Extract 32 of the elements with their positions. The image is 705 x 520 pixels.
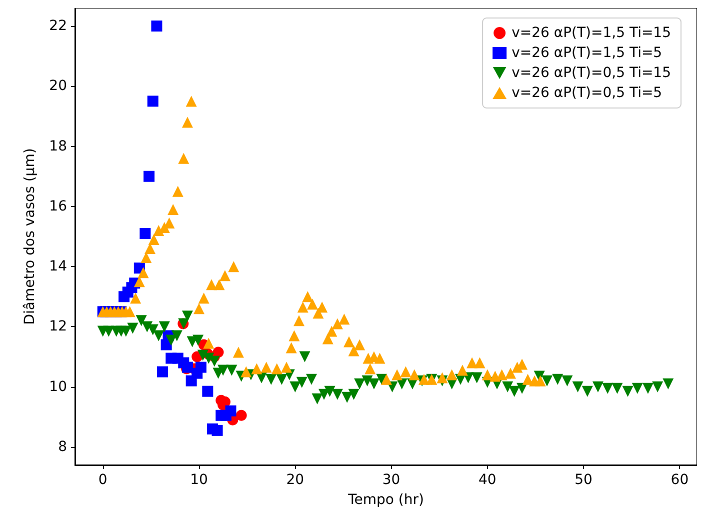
legend-label: v=26 αP(T)=1,5 Ti=15 [512, 25, 672, 41]
legend-label: v=26 αP(T)=0,5 Ti=5 [512, 85, 662, 101]
x-tick-label: 0 [98, 472, 108, 488]
point [195, 362, 206, 373]
y-tick-label: 12 [49, 318, 67, 335]
legend-label: v=26 αP(T)=1,5 Ti=5 [512, 45, 662, 61]
x-tick-label: 60 [670, 472, 689, 488]
point [212, 346, 224, 358]
x-tick-label: 30 [382, 472, 400, 488]
point [147, 96, 158, 107]
x-tick-label: 20 [286, 472, 304, 488]
point [225, 405, 236, 416]
y-tick-label: 18 [49, 138, 67, 154]
x-tick-label: 50 [574, 472, 592, 488]
y-tick-label: 10 [49, 378, 67, 395]
x-axis-title: Tempo (hr) [347, 492, 424, 508]
x-tick-label: 10 [190, 472, 208, 488]
y-tick-label: 8 [58, 438, 67, 455]
y-tick-label: 16 [49, 198, 68, 214]
y-tick-label: 20 [49, 78, 67, 94]
y-tick-label: 14 [49, 258, 68, 275]
point [202, 386, 214, 397]
y-axis-title: Diâmetro dos vasos (µm) [22, 148, 38, 325]
point [236, 410, 247, 421]
y-tick-label: 22 [49, 18, 67, 34]
point [144, 170, 155, 182]
point [151, 20, 162, 32]
point [156, 366, 168, 378]
x-tick-label: 40 [478, 472, 496, 488]
point [140, 228, 151, 239]
point [212, 424, 223, 436]
legend-label: v=26 αP(T)=0,5 Ti=15 [512, 65, 672, 81]
